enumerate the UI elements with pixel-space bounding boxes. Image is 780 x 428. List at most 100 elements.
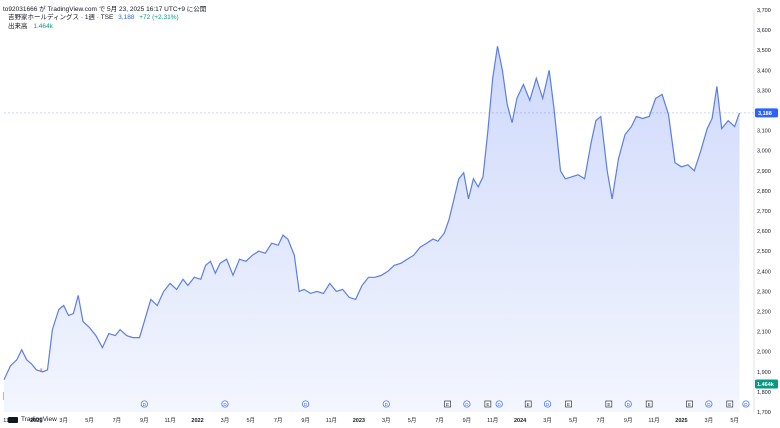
x-tick-label: 2022 xyxy=(191,418,203,424)
marker-letter: D xyxy=(627,402,631,407)
x-tick-label: 9月 xyxy=(301,417,310,424)
chart-legend: 吉野家ホールディングス · 1週 · TSE 3,188 +72 (+2.31%… xyxy=(8,13,179,31)
y-tick-label: 2,800 xyxy=(757,189,771,195)
marker-letter: E xyxy=(688,402,691,407)
dividend-marker[interactable] xyxy=(543,400,552,408)
marker-letter: D xyxy=(498,402,502,407)
dividend-marker[interactable] xyxy=(302,400,310,408)
x-tick-label: 11月 xyxy=(487,417,498,424)
x-tick-label: 11月 xyxy=(648,417,659,424)
dividend-marker[interactable] xyxy=(705,400,713,408)
x-tick-label: 3月 xyxy=(59,417,68,424)
x-tick-label: 7月 xyxy=(435,417,444,424)
marker-letter: D xyxy=(304,402,308,407)
marker-letter: E xyxy=(527,402,530,407)
marker-letter: D xyxy=(143,402,147,407)
dividend-marker[interactable] xyxy=(495,400,503,408)
x-tick-label: 9月 xyxy=(624,417,633,424)
dividend-marker[interactable] xyxy=(742,400,750,408)
x-tick-label: 2021 xyxy=(30,418,42,424)
marker-letter: E xyxy=(728,402,731,407)
y-tick-label: 3,100 xyxy=(757,129,771,135)
x-tick-label: 5月 xyxy=(730,417,739,424)
dividend-marker[interactable] xyxy=(140,400,148,408)
x-tick-label: 3月 xyxy=(221,417,230,424)
y-tick-label: 2,900 xyxy=(757,169,771,175)
x-tick-label: 2024 xyxy=(514,418,527,424)
marker-letter: E xyxy=(446,402,449,407)
dividend-marker[interactable] xyxy=(221,400,229,408)
legend-volume-row: 出来高 1.464k xyxy=(8,22,179,31)
earnings-marker[interactable] xyxy=(524,400,532,408)
y-tick-label: 2,700 xyxy=(757,209,771,215)
x-tick-label: 11月 xyxy=(326,417,337,424)
publish-note: to92031666 が TradingView.com で 5月 23, 20… xyxy=(3,6,207,13)
x-tick-label: 2023 xyxy=(353,418,365,424)
y-tick-label: 2,600 xyxy=(757,229,771,235)
y-tick-label: 2,400 xyxy=(757,269,771,275)
x-tick-label: 2025 xyxy=(675,418,687,424)
marker-letter: D xyxy=(223,402,227,407)
tradingview-logo-text: TradingView xyxy=(21,416,57,423)
price-change: +72 (+2.31%) xyxy=(139,14,179,21)
x-tick-label: 5月 xyxy=(569,417,578,424)
marker-letter: E xyxy=(486,402,489,407)
y-tick-label: 2,500 xyxy=(757,249,771,255)
dividend-marker[interactable] xyxy=(382,400,390,408)
earnings-marker[interactable] xyxy=(444,400,451,408)
symbol-name: 吉野家ホールディングス · 1週 · TSE xyxy=(8,14,114,21)
x-tick-label: 11月 xyxy=(165,417,176,424)
x-tick-label: 9月 xyxy=(140,417,149,424)
x-axis: 11月 2021 3月 5月 7月 9月 11月 2022 3月 5月 7月 9月 11月 2023 3月 5… xyxy=(3,417,739,424)
x-tick-label: 7月 xyxy=(274,417,283,424)
dividend-marker[interactable] xyxy=(463,400,471,408)
y-tick-label: 3,500 xyxy=(757,48,771,54)
y-tick-label: 2,200 xyxy=(757,310,771,316)
tradingview-logo[interactable]: TradingView xyxy=(8,416,57,423)
y-tick-label: 3,400 xyxy=(757,68,771,74)
x-tick-label: 3月 xyxy=(543,417,552,424)
last-price-tag xyxy=(755,108,778,118)
marker-letter: D xyxy=(465,402,469,407)
x-tick-label: 5月 xyxy=(246,417,255,424)
x-tick-label: 7月 xyxy=(596,417,605,424)
marker-letter: D xyxy=(707,402,711,407)
y-tick-label: 1,700 xyxy=(757,410,771,416)
marker-letter: E xyxy=(567,402,570,407)
last-price: 3,188 xyxy=(118,14,135,21)
y-tick-label: 2,100 xyxy=(757,330,771,336)
volume-tag-label: 1.464k xyxy=(757,382,775,388)
earnings-marker[interactable] xyxy=(726,400,734,408)
x-tick-label: 5月 xyxy=(85,417,94,424)
marker-letter: E xyxy=(607,402,610,407)
price-area xyxy=(4,46,740,412)
volume-value: 1.464k xyxy=(33,23,53,30)
x-tick-label: 3月 xyxy=(705,417,714,424)
earnings-marker[interactable] xyxy=(686,400,693,408)
x-tick-label: 7月 xyxy=(113,417,122,424)
y-tick-label: 2,000 xyxy=(757,350,771,356)
volume-tag xyxy=(755,379,778,389)
volume-label: 出来高 xyxy=(8,23,28,30)
earnings-marker[interactable] xyxy=(645,400,653,408)
marker-letter: D xyxy=(744,402,748,407)
legend-symbol-row: 吉野家ホールディングス · 1週 · TSE 3,188 +72 (+2.31%… xyxy=(8,13,179,22)
y-tick-label: 1,800 xyxy=(757,390,771,396)
axis-tags: 3,188 1.464k xyxy=(755,108,778,389)
earnings-marker[interactable] xyxy=(565,400,572,408)
x-tick-label: 5月 xyxy=(408,417,417,424)
earnings-marker[interactable] xyxy=(484,400,492,408)
y-tick-label: 2,300 xyxy=(757,289,771,295)
marker-letter: D xyxy=(385,402,389,407)
earnings-marker[interactable] xyxy=(605,400,613,408)
y-tick-label: 3,600 xyxy=(757,28,771,34)
x-tick-label: 9月 xyxy=(463,417,472,424)
y-tick-label: 3,700 xyxy=(757,8,771,14)
x-tick-label: 3月 xyxy=(382,417,391,424)
y-tick-label: 3,300 xyxy=(757,88,771,94)
tradingview-logo-icon xyxy=(8,416,18,423)
dividend-marker[interactable] xyxy=(624,400,632,408)
marker-letter: D xyxy=(546,402,550,407)
